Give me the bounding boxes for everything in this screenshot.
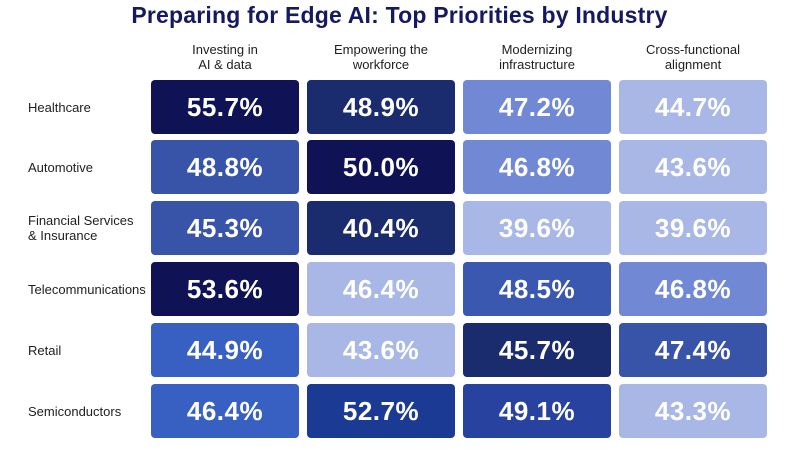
column-header: Investing in AI & data [192, 42, 258, 72]
heatmap-cell: 50.0% [307, 140, 455, 194]
heatmap-cell: 44.7% [619, 80, 767, 134]
heatmap-cell: 48.8% [151, 140, 299, 194]
heatmap-cell: 48.5% [463, 262, 611, 316]
column-header: Cross-functional alignment [646, 42, 740, 72]
heatmap-cell: 47.2% [463, 80, 611, 134]
column-header: Modernizing infrastructure [499, 42, 575, 72]
row-label: Telecommunications [28, 281, 146, 297]
heatmap-cell: 53.6% [151, 262, 299, 316]
heatmap-cell: 55.7% [151, 80, 299, 134]
heatmap-cell: 52.7% [307, 384, 455, 438]
heatmap-cell: 39.6% [619, 201, 767, 255]
heatmap-cell: 44.9% [151, 323, 299, 377]
heatmap-cell: 43.3% [619, 384, 767, 438]
heatmap-cell: 46.8% [463, 140, 611, 194]
heatmap-cell: 40.4% [307, 201, 455, 255]
heatmap-cell: 46.4% [307, 262, 455, 316]
heatmap-cell: 46.8% [619, 262, 767, 316]
heatmap-cell: 49.1% [463, 384, 611, 438]
column-header: Empowering the workforce [334, 42, 428, 72]
heatmap-cell: 47.4% [619, 323, 767, 377]
row-label: Automotive [28, 159, 94, 175]
heatmap-cell: 39.6% [463, 201, 611, 255]
heatmap-cell: 45.3% [151, 201, 299, 255]
row-label: Semiconductors [28, 403, 122, 419]
heatmap-cell: 48.9% [307, 80, 455, 134]
row-label: Retail [28, 342, 62, 358]
heatmap-cell: 45.7% [463, 323, 611, 377]
heatmap-cell: 43.6% [619, 140, 767, 194]
row-label: Healthcare [28, 99, 91, 115]
heatmap-cell: 43.6% [307, 323, 455, 377]
chart-title: Preparing for Edge AI: Top Priorities by… [131, 2, 668, 28]
heatmap-cell: 46.4% [151, 384, 299, 438]
row-label: Financial Services & Insurance [28, 213, 134, 243]
